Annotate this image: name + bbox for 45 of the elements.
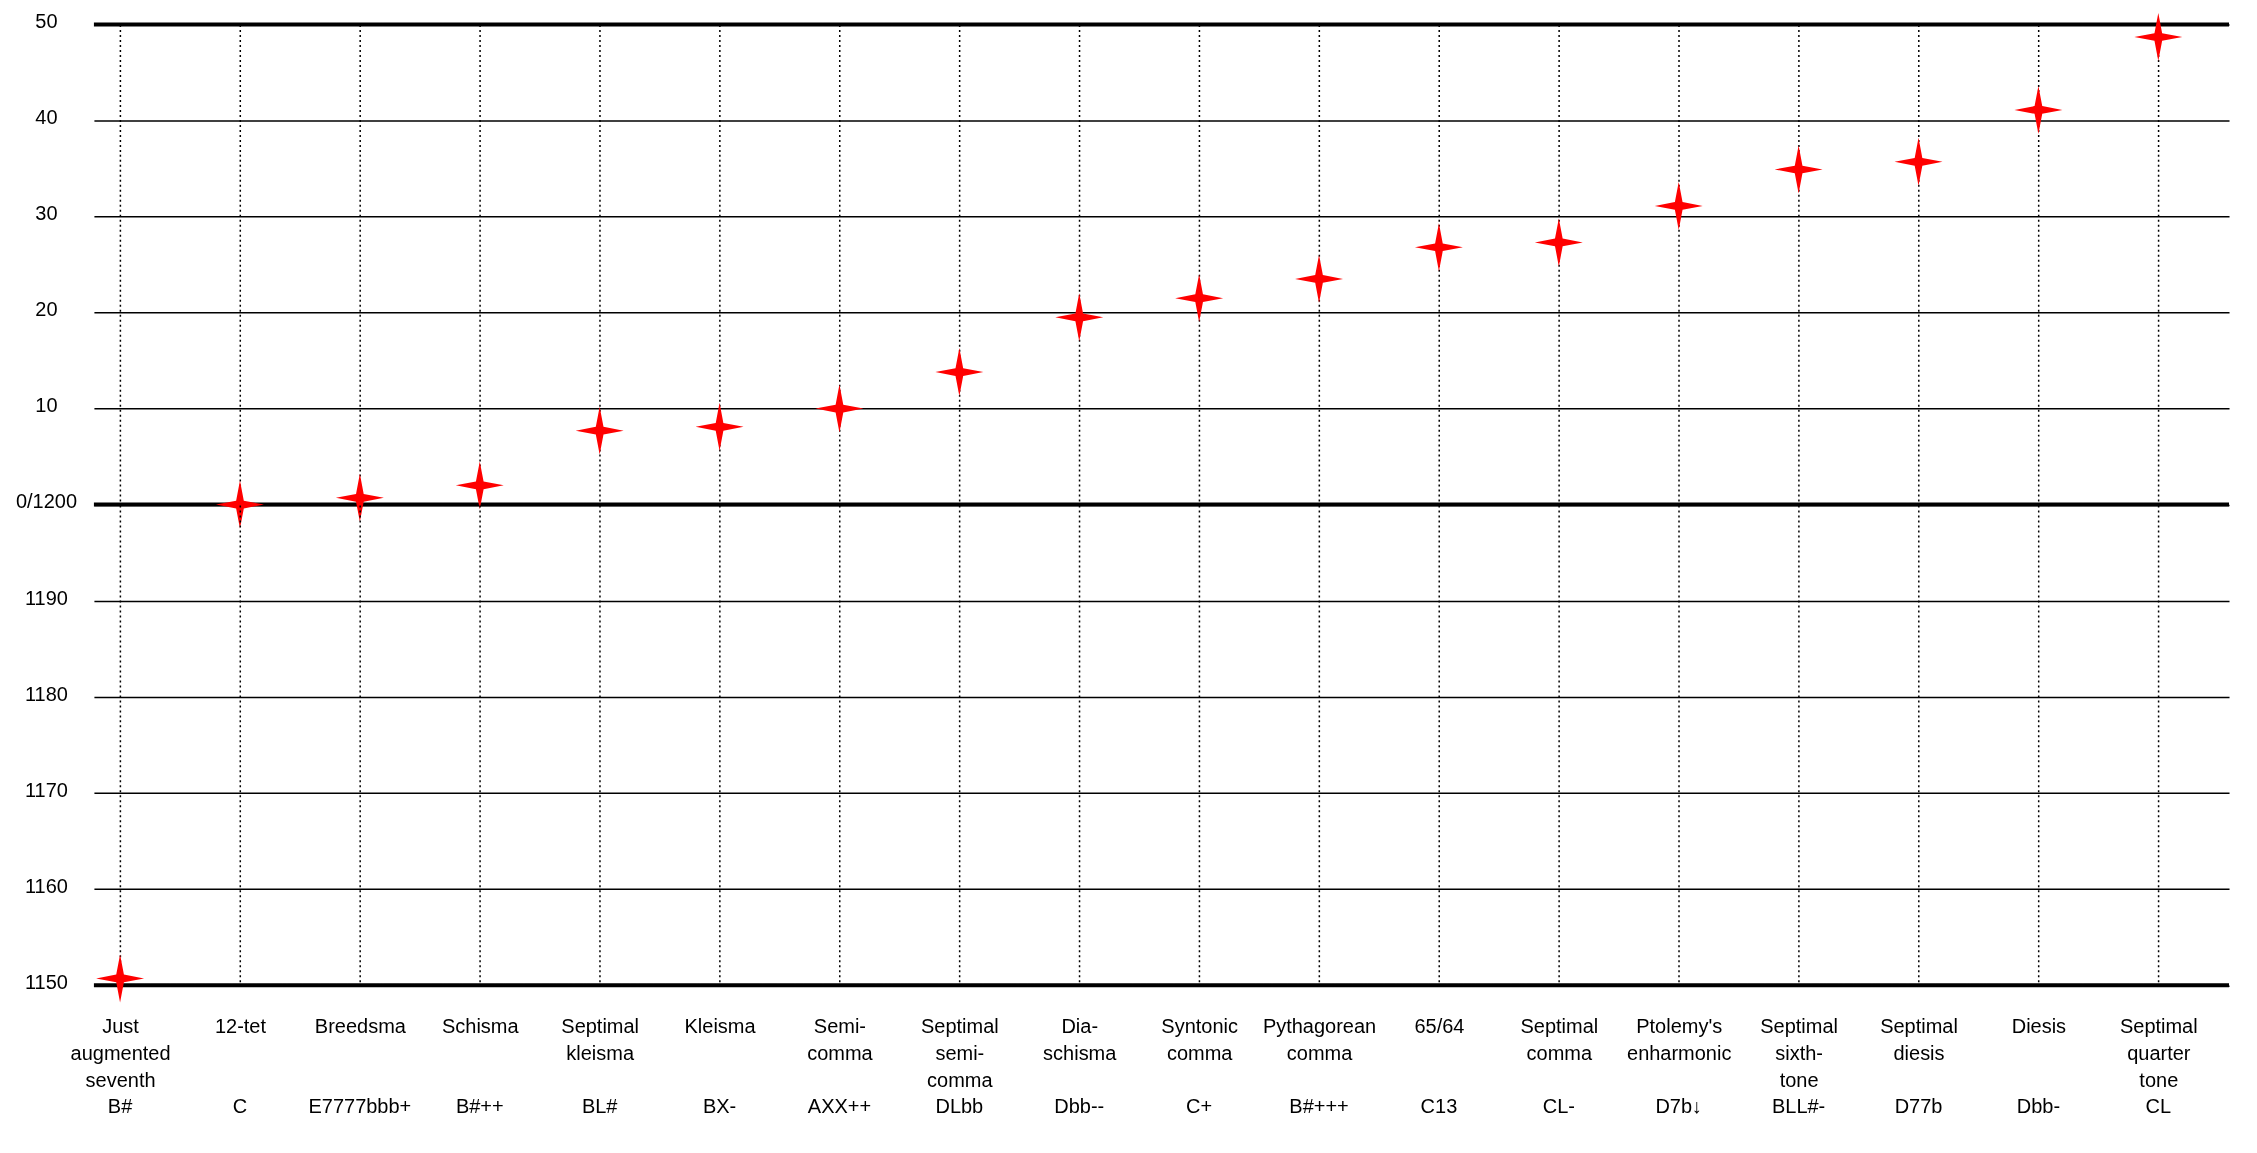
y-tick-label: 20 xyxy=(35,298,58,321)
category-label: Semi-comma AXX++ xyxy=(807,1014,873,1118)
y-tick-label: 0/1200 xyxy=(15,490,77,513)
point xyxy=(815,384,864,433)
y-tick-label: 1160 xyxy=(24,874,68,897)
point xyxy=(575,406,624,455)
category-label: 65/64 C13 xyxy=(1414,1014,1465,1118)
y-tick-label: 1190 xyxy=(24,586,68,609)
category-label: 12-tet C xyxy=(214,1014,267,1118)
point xyxy=(1894,137,1943,186)
y-tick-label: 30 xyxy=(35,202,58,225)
category-label: Septimal kleisma BL# xyxy=(561,1014,640,1118)
point xyxy=(215,480,264,529)
category-label: Dia-schisma Dbb-- xyxy=(1043,1014,1117,1118)
point xyxy=(2014,85,2063,134)
category-label: Septimal sixth-tone BLL#- xyxy=(1760,1014,1838,1118)
category-label: Syntonic comma C+ xyxy=(1161,1014,1238,1118)
category-label: Ptolemy's enharmonic D7b↓ xyxy=(1627,1014,1732,1118)
category-label: Pythagorean comma B#+++ xyxy=(1262,1014,1377,1118)
point xyxy=(1774,145,1823,194)
category-label: Septimal quarter tone CL xyxy=(2119,1014,2198,1118)
category-label: Breedsma E7777bbb+ xyxy=(308,1014,412,1118)
y-tick-label: 50 xyxy=(35,9,58,32)
point xyxy=(1534,218,1583,267)
y-tick-label: 10 xyxy=(35,394,58,417)
point xyxy=(1654,181,1703,230)
point xyxy=(1414,223,1463,272)
category-label: Diesis Dbb- xyxy=(2011,1014,2067,1118)
category-label: Septimal comma CL- xyxy=(1520,1014,1599,1118)
y-tick-label: 1180 xyxy=(24,682,68,705)
category-label: Septimal diesis D77b xyxy=(1880,1014,1958,1118)
category-label: Septimal semi-comma DLbb xyxy=(920,1014,999,1118)
y-tick-label: 1150 xyxy=(24,970,68,993)
point xyxy=(335,473,384,522)
point xyxy=(2134,12,2183,61)
category-label: Just augmented seventh B# xyxy=(70,1014,171,1118)
y-tick-label: 40 xyxy=(35,106,58,128)
point xyxy=(1175,274,1224,323)
category-label: Schisma B#++ xyxy=(441,1014,519,1118)
category-label: Kleisma BX- xyxy=(684,1014,756,1118)
point xyxy=(935,348,984,397)
y-tick-label: 1170 xyxy=(24,778,68,801)
point xyxy=(1295,254,1344,303)
point xyxy=(1055,293,1104,342)
point xyxy=(695,402,744,451)
